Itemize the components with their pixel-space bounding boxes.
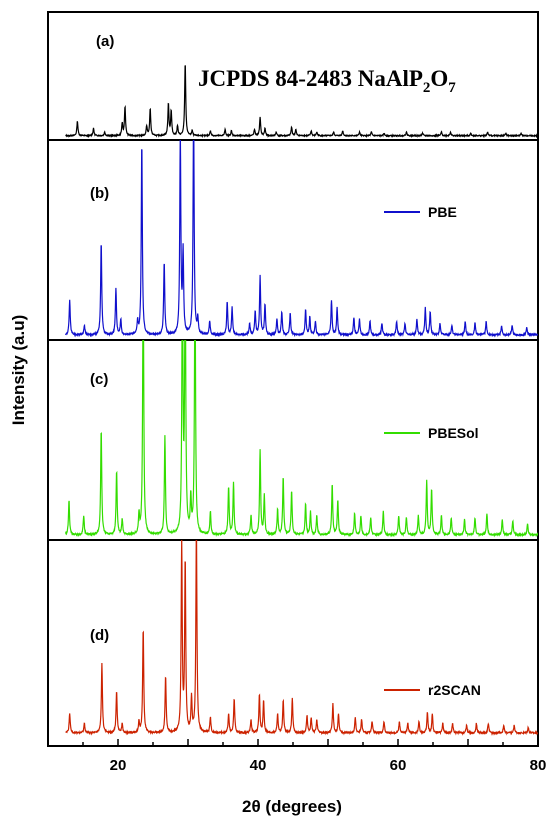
panel-label: (b) xyxy=(90,185,109,202)
series-line xyxy=(65,540,538,736)
annotation-main: JCPDS 84-2483 NaAlP xyxy=(198,66,423,91)
panel-2: (b) PBE xyxy=(64,140,538,338)
panel-label: (a) xyxy=(96,33,114,50)
annotation-subscript: 2 xyxy=(423,80,431,96)
panel-label: (c) xyxy=(90,371,108,388)
legend-label: PBESol xyxy=(428,425,479,441)
chart-panels: (a) JCPDS 84-2483 NaAlP2O7 (b) PBE (c) PBESol… xyxy=(64,33,538,736)
series-line xyxy=(64,340,538,538)
annotation-main: O xyxy=(430,66,448,91)
panel-3: (c) PBESol xyxy=(64,340,538,538)
x-axis: 20 40 60 80 xyxy=(47,739,547,774)
legend-label: PBE xyxy=(428,204,457,220)
panel-4: (d) r2SCAN xyxy=(65,540,538,736)
x-tick-label: 60 xyxy=(390,757,407,774)
legend-label: r2SCAN xyxy=(428,682,481,698)
reference-annotation: JCPDS 84-2483 NaAlP2O7 xyxy=(198,66,456,96)
y-axis-title: Intensity (a.u) xyxy=(9,315,28,426)
x-tick-label: 80 xyxy=(530,757,547,774)
x-tick-label: 40 xyxy=(250,757,267,774)
plot-border xyxy=(47,11,539,747)
panel-label: (d) xyxy=(90,627,109,644)
plot-frame xyxy=(47,11,539,747)
series-line xyxy=(64,140,538,338)
x-axis-title: 2θ (degrees) xyxy=(242,797,342,816)
panel-1: (a) JCPDS 84-2483 NaAlP2O7 xyxy=(65,33,538,139)
annotation-subscript: 7 xyxy=(448,80,456,96)
x-tick-label: 20 xyxy=(110,757,127,774)
series-line xyxy=(65,65,538,139)
